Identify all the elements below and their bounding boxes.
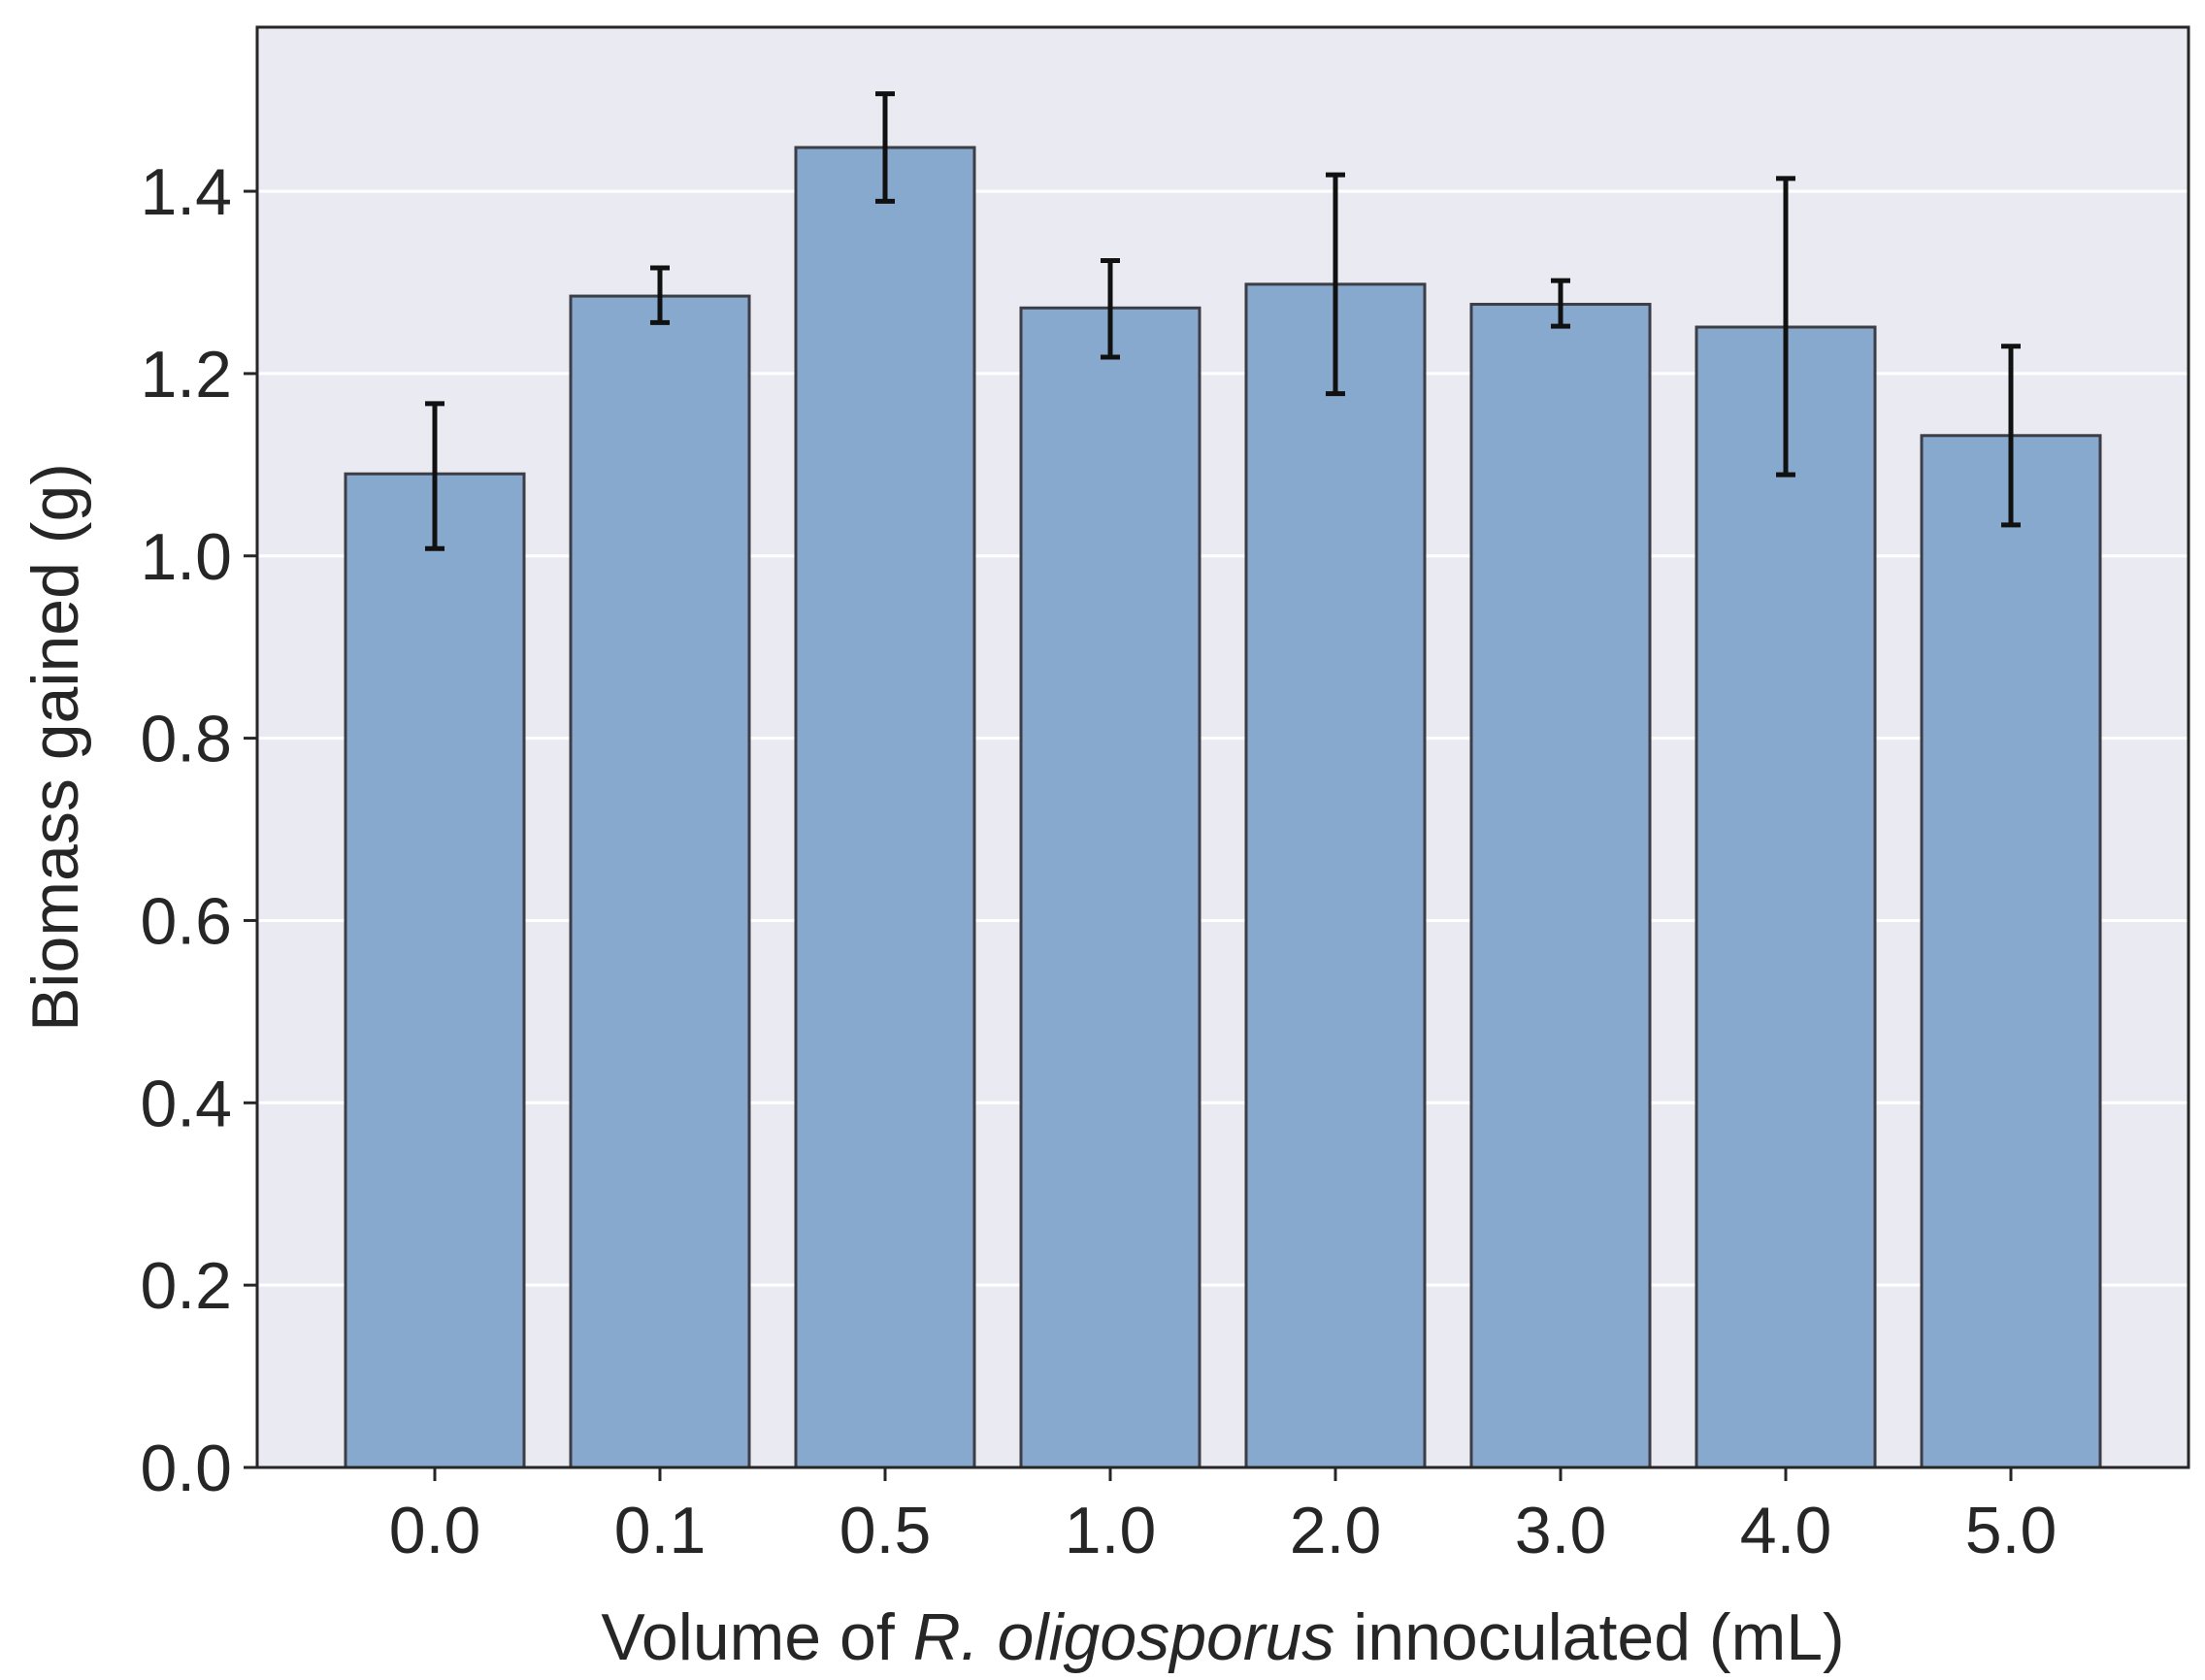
error-bar	[425, 401, 444, 551]
y-tick-label: 1.4	[140, 155, 232, 229]
plot-frame	[255, 25, 2190, 1469]
x-axis-label: Volume of R. oligosporus innoculated (mL…	[601, 1600, 1844, 1674]
y-tick-label: 0.2	[140, 1249, 232, 1323]
error-bar	[1101, 257, 1120, 360]
x-axis-label-prefix: Volume of	[601, 1600, 912, 1674]
y-tick-label: 0.6	[140, 884, 232, 958]
error-bar	[650, 265, 670, 325]
plot-background	[257, 27, 2189, 1467]
x-axis-label-suffix: innoculated (mL)	[1334, 1600, 1844, 1674]
y-tick-label: 0.8	[140, 703, 232, 776]
y-tick-label: 0.0	[140, 1432, 232, 1505]
y-tick-label: 1.2	[140, 338, 232, 412]
x-tick-label: 1.0	[1065, 1494, 1157, 1567]
x-tick-label: 5.0	[1965, 1494, 2057, 1567]
x-axis-label-species: R. oligosporus	[913, 1600, 1335, 1674]
x-axis-ticks: 0.0 0.1 0.5 1.0 2.0 3.0 4.0 5.0	[389, 1467, 2057, 1567]
bar	[569, 294, 751, 1469]
y-tick-label: 1.0	[140, 520, 232, 594]
error-bar	[875, 91, 895, 204]
y-tick-label: 0.4	[140, 1067, 232, 1140]
bar	[794, 146, 976, 1469]
bar	[1920, 434, 2102, 1469]
x-tick-label: 3.0	[1515, 1494, 1607, 1567]
y-axis-label: Biomass gained (g)	[18, 463, 92, 1032]
x-tick-label: 0.1	[614, 1494, 707, 1567]
error-bar	[1326, 172, 1345, 397]
error-bar	[1551, 278, 1570, 329]
x-tick-label: 2.0	[1290, 1494, 1382, 1567]
bars	[344, 146, 2102, 1469]
error-bar	[2001, 344, 2021, 528]
x-tick-label: 0.5	[839, 1494, 932, 1567]
bar	[1019, 306, 1201, 1469]
x-tick-label: 0.0	[389, 1494, 481, 1567]
bar	[1244, 282, 1427, 1469]
x-tick-label: 4.0	[1740, 1494, 1832, 1567]
bar	[344, 472, 526, 1469]
error-bar	[1776, 176, 1795, 478]
error-bars	[425, 91, 2021, 551]
bar	[1695, 325, 1877, 1469]
bar	[1469, 303, 1652, 1469]
y-axis-ticks: 0.0 0.2 0.4 0.6 0.8 1.0 1.2 1.4	[140, 155, 257, 1505]
